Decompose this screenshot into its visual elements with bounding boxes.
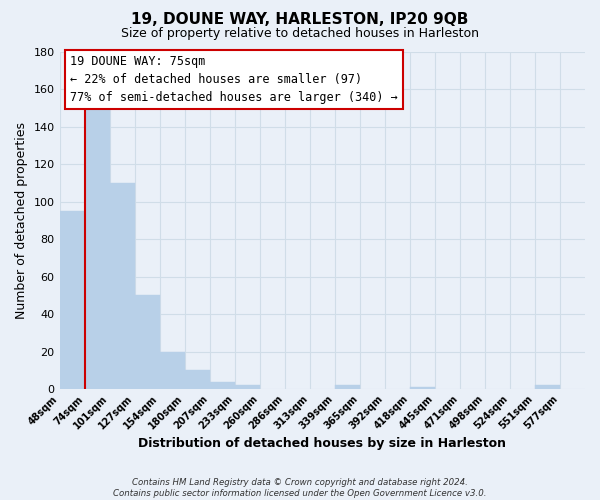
Bar [209,382,235,389]
Bar [410,387,435,389]
Text: 19 DOUNE WAY: 75sqm
← 22% of detached houses are smaller (97)
77% of semi-detach: 19 DOUNE WAY: 75sqm ← 22% of detached ho… [70,55,398,104]
Bar [235,386,260,389]
Bar [59,211,85,389]
Y-axis label: Number of detached properties: Number of detached properties [15,122,28,319]
Bar [335,386,360,389]
Text: 19, DOUNE WAY, HARLESTON, IP20 9QB: 19, DOUNE WAY, HARLESTON, IP20 9QB [131,12,469,28]
Bar [160,352,185,389]
Bar [85,108,110,389]
Bar [185,370,209,389]
Bar [535,386,560,389]
Text: Size of property relative to detached houses in Harleston: Size of property relative to detached ho… [121,28,479,40]
Bar [110,183,134,389]
Text: Contains HM Land Registry data © Crown copyright and database right 2024.
Contai: Contains HM Land Registry data © Crown c… [113,478,487,498]
Bar [134,296,160,389]
X-axis label: Distribution of detached houses by size in Harleston: Distribution of detached houses by size … [138,437,506,450]
